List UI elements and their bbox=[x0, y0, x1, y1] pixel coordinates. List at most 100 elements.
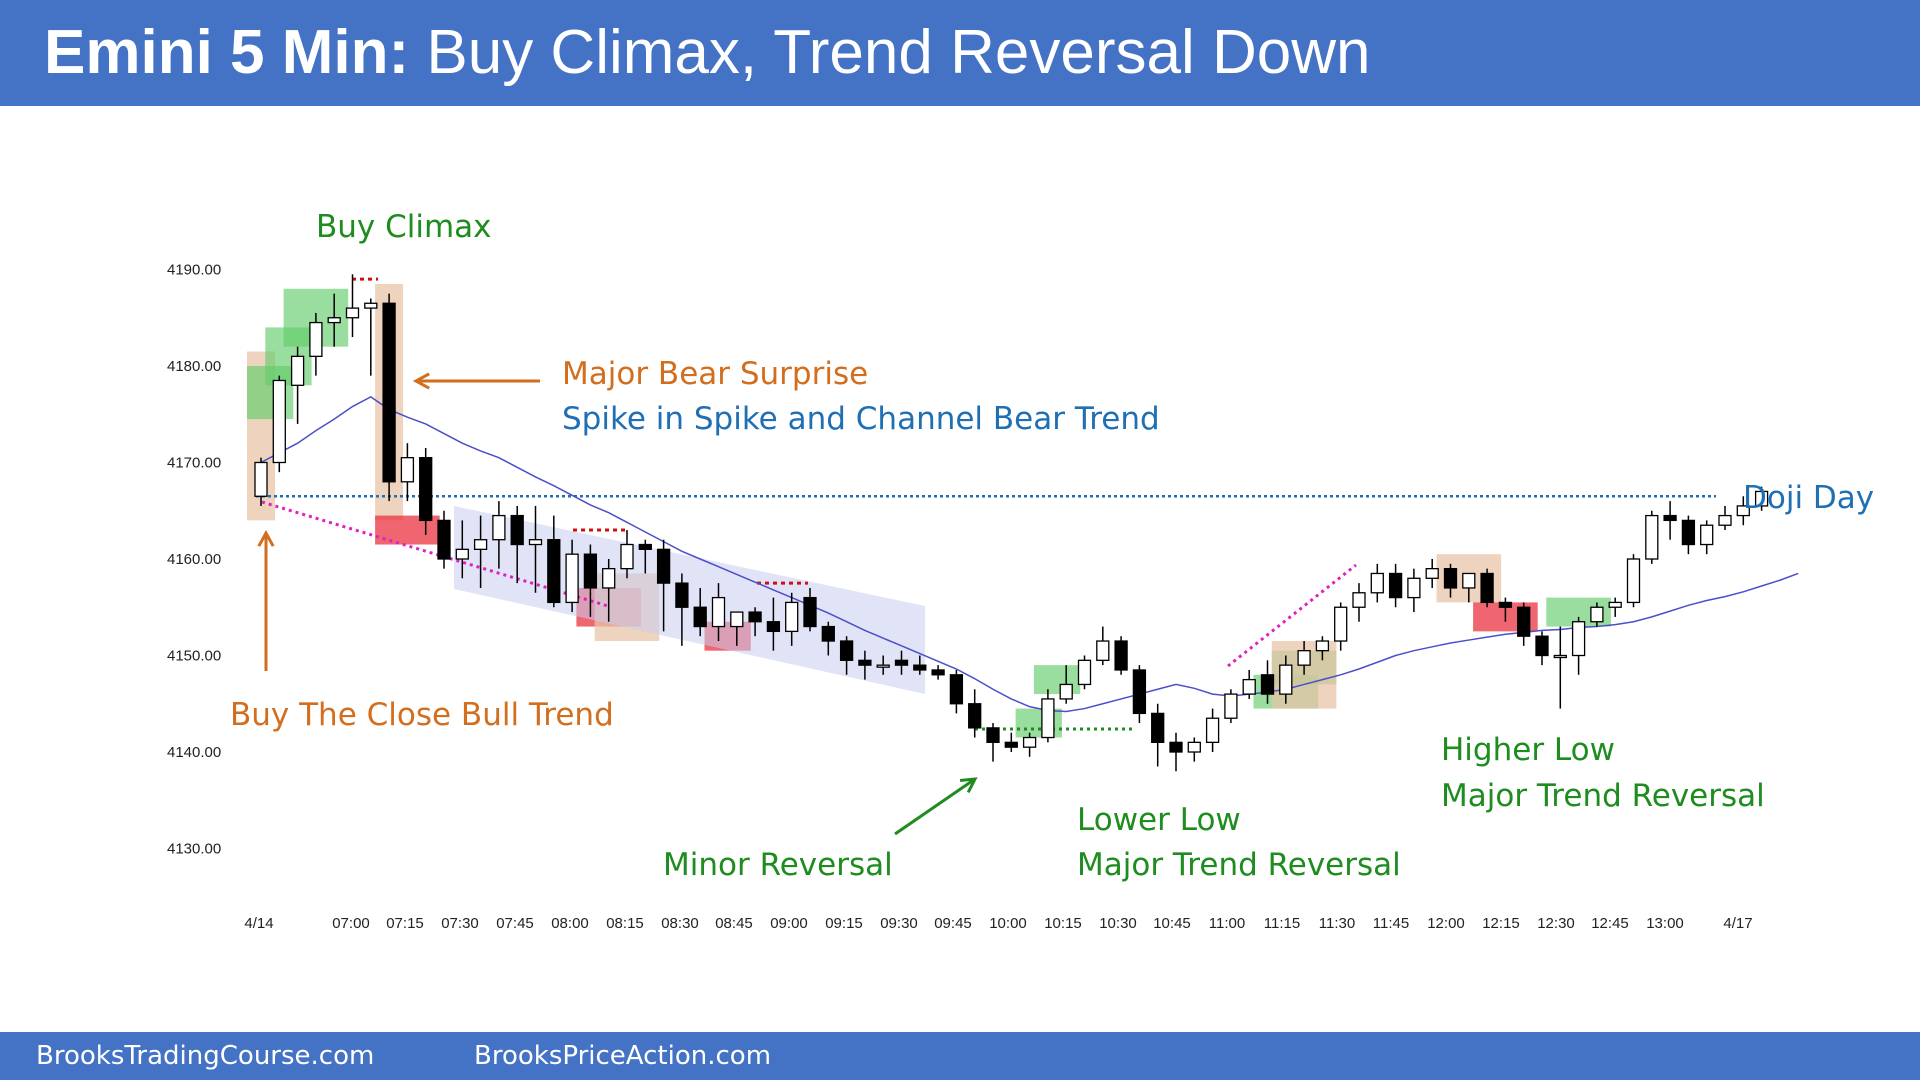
candle-body bbox=[1553, 654, 1567, 659]
candle-body bbox=[839, 640, 854, 661]
candle-body bbox=[1096, 640, 1110, 661]
candle bbox=[1700, 520, 1714, 555]
candle-body bbox=[492, 514, 506, 541]
candle bbox=[1590, 602, 1604, 627]
buy-close-arrow bbox=[257, 529, 275, 671]
candle bbox=[876, 655, 890, 675]
footer-link-price-action[interactable]: BrooksPriceAction.com bbox=[474, 1041, 772, 1071]
candle-body bbox=[309, 321, 323, 357]
candle bbox=[675, 573, 689, 646]
candle bbox=[583, 544, 598, 617]
candle-body bbox=[1370, 572, 1384, 594]
candle bbox=[1645, 510, 1659, 564]
annotation-text: Major Trend Reversal bbox=[1441, 778, 1765, 814]
candle-body bbox=[1279, 664, 1293, 695]
candle-body bbox=[1608, 601, 1622, 608]
candle bbox=[748, 607, 762, 637]
candle-body bbox=[1498, 601, 1513, 608]
candle-body bbox=[1260, 674, 1275, 695]
x-tick-label: 13:00 bbox=[1646, 915, 1684, 932]
x-tick-label: 08:15 bbox=[606, 915, 644, 932]
candle bbox=[1608, 597, 1622, 617]
candle bbox=[1151, 703, 1165, 767]
candle bbox=[382, 293, 396, 502]
candle-body bbox=[1315, 640, 1330, 652]
highlight-green bbox=[1033, 665, 1081, 695]
candle bbox=[455, 520, 469, 579]
candle bbox=[400, 443, 415, 502]
candle-body bbox=[1334, 606, 1348, 642]
candle bbox=[254, 457, 268, 506]
candle bbox=[1663, 501, 1677, 540]
x-tick-label: 11:00 bbox=[1209, 915, 1245, 932]
candle bbox=[1535, 631, 1549, 666]
ema-line bbox=[260, 396, 1799, 713]
title-bold: Emini 5 Min: bbox=[44, 18, 410, 87]
candle bbox=[968, 689, 982, 738]
candle bbox=[364, 298, 378, 376]
x-tick-label: 12:30 bbox=[1537, 915, 1575, 932]
candle-body bbox=[693, 606, 707, 628]
candle-body bbox=[1517, 606, 1531, 637]
bull-trendline bbox=[1227, 563, 1357, 668]
x-tick-label: 10:45 bbox=[1153, 915, 1191, 932]
x-tick-label: 07:45 bbox=[496, 915, 534, 932]
candle-body bbox=[1004, 741, 1018, 748]
annotation-text: Doji Day bbox=[1743, 480, 1874, 516]
candle-body bbox=[876, 664, 890, 668]
candle-body bbox=[803, 596, 817, 628]
candle-body bbox=[986, 727, 1000, 744]
candle-body bbox=[1736, 505, 1750, 517]
candle-body bbox=[1535, 635, 1549, 657]
candle bbox=[1462, 572, 1476, 603]
candle-body bbox=[473, 539, 488, 551]
title-rest: Buy Climax, Trend Reversal Down bbox=[409, 18, 1371, 87]
candle-body bbox=[1114, 640, 1128, 671]
candle-body bbox=[1590, 606, 1604, 623]
annotation-text: Major Trend Reversal bbox=[1077, 847, 1401, 883]
candle-body bbox=[455, 548, 469, 560]
candle-body bbox=[1754, 490, 1769, 507]
candle bbox=[327, 293, 341, 347]
bear-channel bbox=[454, 506, 925, 694]
candle-body bbox=[1151, 712, 1165, 744]
candle bbox=[894, 650, 909, 675]
candle bbox=[711, 583, 726, 642]
candle-body bbox=[1645, 514, 1659, 560]
x-tick-label: 09:00 bbox=[770, 915, 808, 932]
x-tick-label: 11:45 bbox=[1373, 915, 1409, 932]
candle-body bbox=[1041, 698, 1055, 739]
candle-body bbox=[730, 611, 744, 628]
y-tick-label: 4180.00 bbox=[167, 358, 221, 375]
candle bbox=[1114, 636, 1128, 675]
highlight-green bbox=[1015, 708, 1062, 738]
annotation-text: Lower Low bbox=[1077, 802, 1241, 838]
candle bbox=[839, 636, 854, 675]
candle bbox=[419, 448, 433, 535]
x-tick-label: 08:00 bbox=[551, 915, 589, 932]
candle-body bbox=[1718, 514, 1732, 526]
x-tick-label: 07:15 bbox=[386, 915, 424, 932]
candle-body bbox=[711, 596, 726, 628]
candle-body bbox=[821, 625, 835, 642]
candle-body bbox=[1187, 741, 1201, 753]
candle bbox=[1205, 708, 1220, 752]
x-tick-label: 09:45 bbox=[934, 915, 972, 932]
x-tick-label: 11:15 bbox=[1264, 915, 1300, 932]
candle bbox=[986, 723, 1000, 762]
candle bbox=[1187, 737, 1201, 762]
highlight-boxes bbox=[247, 283, 1611, 738]
candle bbox=[1224, 689, 1238, 724]
candle-body bbox=[1132, 669, 1147, 715]
candle bbox=[510, 505, 524, 584]
candle-body bbox=[1205, 717, 1220, 743]
x-axis: 4/14 07:00 07:15 07:30 07:45 08:00 08:15 08:30 0… bbox=[244, 915, 1752, 932]
footer-link-trading-course[interactable]: BrooksTradingCourse.com bbox=[36, 1041, 375, 1071]
channel-shape bbox=[454, 506, 925, 694]
x-tick-label: 08:45 bbox=[715, 915, 753, 932]
candle bbox=[638, 539, 652, 574]
candle-body bbox=[894, 659, 909, 666]
candle-body bbox=[1626, 558, 1641, 604]
candle-body bbox=[327, 317, 341, 324]
candle bbox=[602, 559, 616, 622]
